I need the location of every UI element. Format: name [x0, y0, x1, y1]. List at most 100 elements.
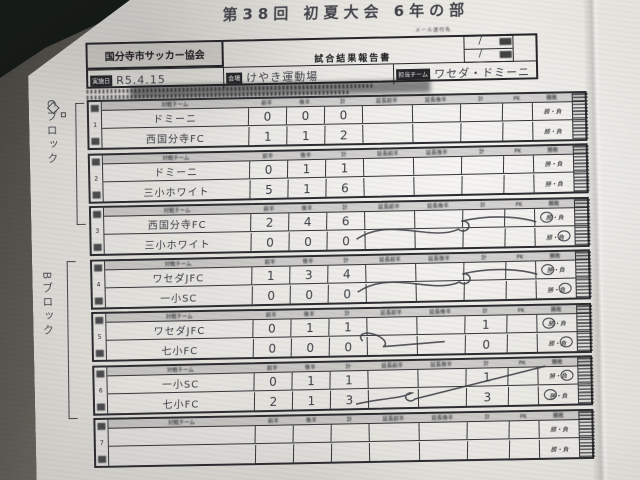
match-block: 2 対戦チーム 前半 後半 計 延長前半 延長後半 計 PK 勝敗 ドミーニ 0…: [88, 143, 589, 203]
score-ext-second: [417, 369, 465, 387]
result-circle-mark: [560, 370, 573, 381]
score-ext-second: [415, 263, 463, 281]
score-pk: [502, 103, 532, 121]
score-first-half: 0: [253, 373, 291, 391]
report-header-box: 国分寺市サッカー協会 試合結果報告書 実施日 R5.4.15 会場 けやき運動場…: [85, 33, 538, 88]
score-pk: [503, 155, 533, 173]
match-number: 7: [99, 439, 104, 447]
referee-signature-strip: [572, 93, 589, 139]
win-lose-cell: 勝・負: [534, 208, 574, 226]
score-pk: [508, 421, 538, 439]
referee-signature-strip: [575, 251, 592, 297]
result-circle-mark: [557, 230, 570, 241]
match-block: 5 対戦チーム 前半 後半 計 延長前半 延長後半 計 PK 勝敗 ワセダJFC…: [91, 303, 592, 362]
score-second-half: 1: [287, 179, 325, 199]
win-lose-cell: 勝・負: [535, 261, 575, 279]
score-first-half: [255, 425, 293, 443]
match-number-column: 5: [93, 314, 107, 360]
score-ext-second: [417, 335, 465, 355]
score-ext-total: 1: [465, 368, 507, 386]
score-ext-first: [367, 370, 417, 388]
team-name: ドミーニ: [152, 114, 198, 126]
score-total: 6: [326, 212, 364, 230]
win-lose-cell: 勝・負: [533, 174, 573, 194]
duty-team-label: 担当チーム: [396, 68, 430, 80]
score-second-half: 0: [286, 107, 324, 125]
score-first-half: 1: [251, 267, 289, 285]
win-lose-cell: 勝・負: [533, 155, 573, 173]
score-ext-total: [464, 281, 506, 301]
score-ext-second: [418, 422, 466, 440]
venue-label: 会場: [226, 72, 242, 83]
team-name: ワセダJFC: [152, 273, 205, 286]
score-total: 1: [328, 318, 366, 336]
score-pk: [507, 367, 537, 385]
group-label-c: Cブロック: [44, 99, 59, 167]
score-pk: [504, 209, 534, 227]
score-second-half: 1: [286, 126, 324, 146]
score-ext-first: [369, 442, 419, 462]
score-total: 1: [329, 371, 367, 389]
score-ext-second: [414, 210, 462, 228]
score-second-half: [293, 425, 331, 443]
match-number-column: 1: [89, 102, 103, 148]
win-lose-cell: 勝・負: [538, 420, 578, 438]
score-ext-total: [463, 262, 505, 280]
score-total: 3: [330, 390, 368, 410]
score-ext-total: 3: [466, 387, 508, 407]
score-first-half: 5: [249, 180, 287, 200]
score-first-half: 0: [253, 339, 291, 359]
match-number-column: 6: [94, 367, 108, 413]
win-lose-cell: 勝・負: [539, 439, 579, 459]
date-label: 実施日: [90, 75, 112, 86]
team-name: ドミーニ: [154, 167, 199, 180]
referee-signature-strip: [576, 305, 593, 351]
paper-sheet: 第38回 初夏大会 6年の部 メール送付先 / / 国分寺市サッカー協会 試合結…: [26, 0, 640, 480]
score-first-half: 0: [252, 286, 290, 306]
score-ext-first: [363, 158, 413, 176]
win-lose-cell: 勝・負: [536, 314, 576, 332]
score-ext-total: [461, 156, 503, 174]
score-total: [331, 424, 369, 442]
match-number-column: 7: [95, 420, 109, 466]
group-bracket-c: [75, 103, 85, 225]
score-second-half: 0: [288, 232, 326, 252]
match-number-column: 3: [91, 208, 105, 254]
score-ext-first: [366, 317, 416, 335]
score-ext-total: 0: [465, 335, 507, 355]
score-ext-first: [367, 336, 417, 356]
score-pk: [508, 387, 538, 407]
match-number-column: 4: [92, 261, 106, 307]
score-pk: [505, 261, 535, 279]
tournament-title: 第38回 初夏大会 6年の部: [222, 0, 470, 24]
match-number: 3: [95, 227, 100, 235]
win-lose-cell: 勝・負: [534, 227, 574, 247]
score-pk: [502, 122, 532, 142]
team-name: 西国分寺FC: [145, 134, 205, 147]
team-name: 七小FC: [161, 346, 199, 358]
duty-team-value: ワセダ・ドミーニ: [433, 65, 531, 81]
score-ext-second: [413, 176, 461, 196]
score-ext-first: [363, 177, 413, 197]
score-ext-first: [362, 105, 412, 123]
score-first-half: 2: [250, 213, 288, 231]
group-label-b: Bブロック: [40, 271, 55, 339]
score-pk: [504, 228, 534, 248]
score-ext-second: [418, 388, 466, 408]
score-ext-total: [460, 123, 502, 143]
score-ext-second: [412, 123, 460, 143]
team-name: [109, 426, 255, 446]
group-bracket-b: [67, 261, 78, 419]
score-ext-total: [461, 175, 503, 195]
match-block: 4 対戦チーム 前半 後半 計 延長前半 延長後半 計 PK 勝敗 ワセダJFC…: [90, 249, 591, 309]
score-second-half: 1: [291, 372, 329, 390]
score-total: 0: [328, 284, 366, 304]
score-first-half: 0: [250, 233, 288, 253]
match-number: 1: [93, 121, 98, 129]
score-total: [331, 443, 369, 463]
score-ext-second: [412, 104, 460, 122]
score-first-half: 1: [248, 127, 286, 147]
score-ext-second: [413, 157, 461, 175]
result-circle-mark: [559, 283, 572, 294]
score-ext-second: [414, 229, 462, 249]
